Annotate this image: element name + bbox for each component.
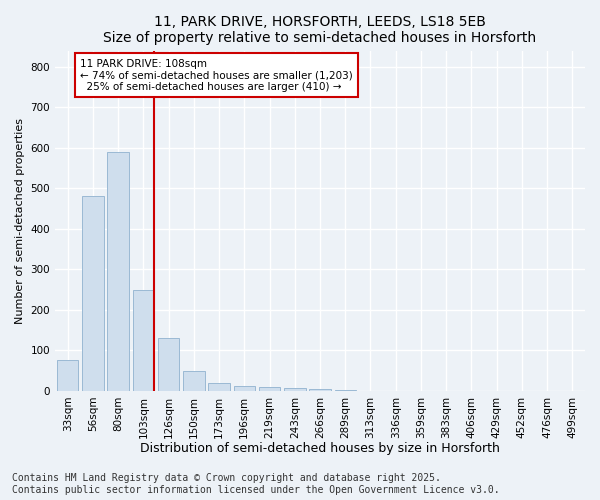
Bar	[208, 382, 230, 391]
Title: 11, PARK DRIVE, HORSFORTH, LEEDS, LS18 5EB
Size of property relative to semi-det: 11, PARK DRIVE, HORSFORTH, LEEDS, LS18 5…	[103, 15, 536, 45]
Bar	[82, 196, 104, 391]
Bar	[233, 386, 255, 391]
Bar	[57, 360, 79, 391]
Bar	[158, 338, 179, 391]
Bar	[309, 389, 331, 391]
Y-axis label: Number of semi-detached properties: Number of semi-detached properties	[15, 118, 25, 324]
X-axis label: Distribution of semi-detached houses by size in Horsforth: Distribution of semi-detached houses by …	[140, 442, 500, 455]
Bar	[259, 387, 280, 391]
Bar	[107, 152, 129, 391]
Bar	[284, 388, 305, 391]
Text: Contains HM Land Registry data © Crown copyright and database right 2025.
Contai: Contains HM Land Registry data © Crown c…	[12, 474, 500, 495]
Text: 11 PARK DRIVE: 108sqm
← 74% of semi-detached houses are smaller (1,203)
  25% of: 11 PARK DRIVE: 108sqm ← 74% of semi-deta…	[80, 58, 353, 92]
Bar	[335, 390, 356, 391]
Bar	[133, 290, 154, 391]
Bar	[183, 370, 205, 391]
